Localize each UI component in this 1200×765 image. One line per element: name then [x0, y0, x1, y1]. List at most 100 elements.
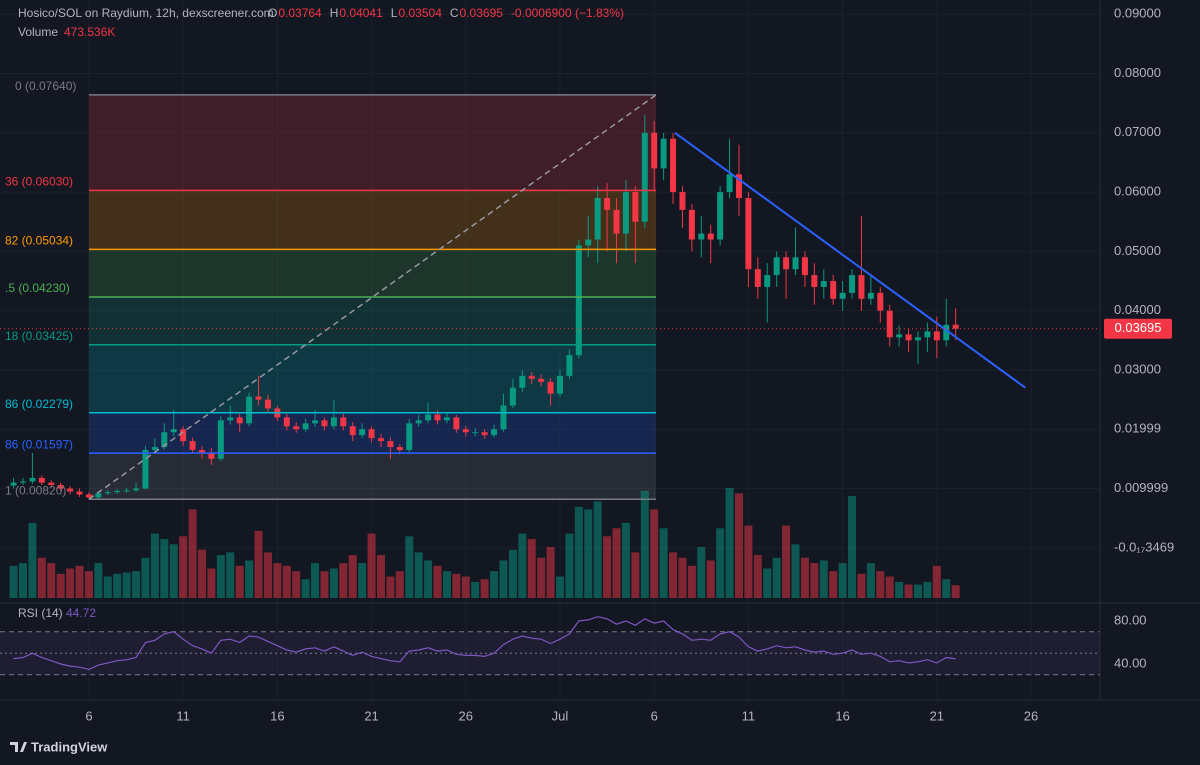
volume-bar — [66, 568, 75, 598]
fib-label: 86 (0.02279) — [5, 397, 73, 411]
volume-bar — [621, 522, 630, 598]
candle-body — [67, 488, 74, 492]
candle-body — [189, 441, 196, 450]
fib-zone — [88, 297, 657, 345]
volume-bar — [518, 533, 527, 598]
candle-body — [698, 233, 705, 240]
candle-body — [462, 429, 469, 433]
trendline — [674, 131, 1026, 389]
volume-bar — [697, 547, 706, 598]
volume-bar — [433, 565, 442, 598]
volume-bar — [876, 571, 885, 598]
volume-bar — [565, 533, 574, 598]
volume-bar — [810, 563, 819, 598]
candle-body — [726, 174, 733, 193]
candle-body — [839, 292, 846, 299]
y-tick-label: 0.04000 — [1114, 302, 1161, 317]
candle-body — [896, 334, 903, 338]
volume-bar — [951, 585, 960, 598]
candle-body — [312, 420, 319, 424]
fib-zone — [88, 249, 657, 298]
volume-bar — [94, 563, 103, 598]
candle-body — [556, 375, 563, 394]
volume-bar — [311, 563, 320, 598]
candle-body — [255, 396, 262, 400]
candle-body — [952, 324, 959, 329]
candle-body — [425, 414, 432, 421]
volume-label: Volume — [18, 25, 58, 39]
volume-bar — [9, 565, 18, 598]
rsi-line — [13, 616, 956, 671]
volume-bar — [800, 557, 809, 598]
y-tick-label: 0.05000 — [1114, 243, 1161, 258]
candle-body — [443, 417, 450, 421]
candle-body — [641, 132, 648, 222]
candle-body — [415, 420, 422, 424]
volume-bar — [179, 536, 188, 598]
candle-body — [519, 375, 526, 388]
candle-body — [217, 420, 224, 459]
fib-label: 0 (0.07640) — [15, 79, 76, 93]
candle-body — [575, 245, 582, 356]
logo-mark — [10, 742, 27, 752]
candle-body — [29, 477, 36, 482]
candle-body — [670, 138, 677, 193]
volume-bar — [395, 571, 404, 598]
candle-body — [472, 432, 479, 434]
candle-body — [198, 450, 205, 453]
candle-body — [566, 355, 573, 376]
volume-bar — [895, 581, 904, 598]
candle-body — [820, 281, 827, 287]
ohlc-label: C — [450, 6, 459, 20]
volume-bar — [829, 571, 838, 598]
y-tick-label: 0.01999 — [1114, 421, 1161, 436]
volume-bar — [273, 563, 282, 598]
candle-body — [528, 375, 535, 379]
volume-bar — [650, 509, 659, 598]
volume-bar — [122, 572, 131, 598]
volume-bar — [348, 555, 357, 598]
candle-body — [208, 452, 215, 459]
volume-bar — [763, 568, 772, 598]
candle-body — [745, 198, 752, 270]
candle-body — [867, 292, 874, 299]
volume-bar — [84, 571, 93, 598]
price-label: 0.03695 — [1115, 320, 1162, 335]
candle-body — [707, 233, 714, 240]
candle-body — [660, 138, 667, 169]
volume-bar — [574, 506, 583, 598]
volume-bar — [301, 579, 310, 598]
volume-bar — [56, 573, 65, 598]
fib-label: 86 (0.01597) — [5, 437, 73, 451]
candle-body — [236, 417, 243, 424]
x-tick-label: 11 — [176, 708, 190, 723]
x-tick-label: Jul — [552, 708, 569, 723]
candle-body — [161, 432, 168, 448]
candle-body — [246, 396, 253, 424]
volume-bar — [414, 552, 423, 598]
volume-bar — [263, 552, 272, 598]
volume-bar — [292, 571, 301, 598]
volume-bar — [320, 571, 329, 598]
fib-label: 82 (0.05034) — [5, 234, 73, 248]
volume-bar — [339, 563, 348, 598]
x-tick-label: 26 — [1024, 708, 1038, 723]
candle-body — [10, 482, 17, 486]
candle-body — [914, 337, 921, 341]
fib-zone — [88, 453, 657, 500]
volume-bar — [197, 549, 206, 598]
candle-body — [604, 198, 611, 210]
volume-bar — [132, 571, 141, 598]
volume-bar — [725, 488, 734, 598]
volume-bar — [141, 557, 150, 598]
volume-bar — [150, 533, 159, 598]
volume-bar — [753, 555, 762, 598]
volume-bar — [376, 555, 385, 598]
volume-bar — [226, 552, 235, 598]
candle-body — [905, 334, 912, 341]
candle-body — [396, 447, 403, 450]
candle-body — [801, 257, 808, 276]
candle-body — [264, 399, 271, 409]
volume-bar — [386, 576, 395, 598]
volume-bar — [678, 557, 687, 598]
